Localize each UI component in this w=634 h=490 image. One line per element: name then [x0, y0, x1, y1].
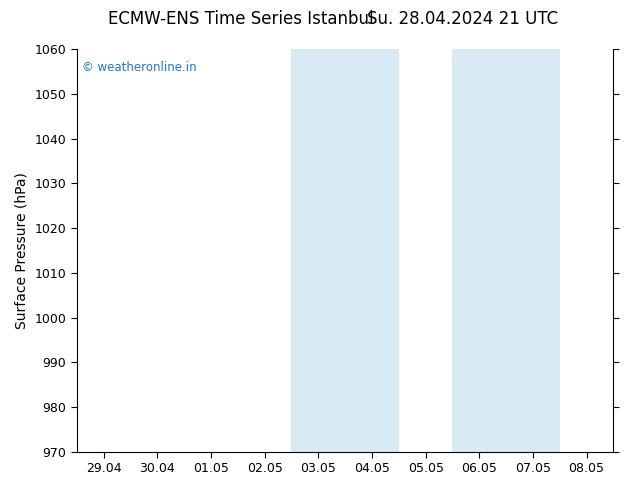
Text: ECMW-ENS Time Series Istanbul: ECMW-ENS Time Series Istanbul: [108, 10, 373, 28]
Y-axis label: Surface Pressure (hPa): Surface Pressure (hPa): [15, 172, 29, 329]
Bar: [453, 49, 506, 452]
Bar: [345, 49, 399, 452]
Bar: [292, 49, 345, 452]
Bar: [506, 49, 560, 452]
Text: Su. 28.04.2024 21 UTC: Su. 28.04.2024 21 UTC: [367, 10, 559, 28]
Text: © weatheronline.in: © weatheronline.in: [82, 61, 197, 74]
